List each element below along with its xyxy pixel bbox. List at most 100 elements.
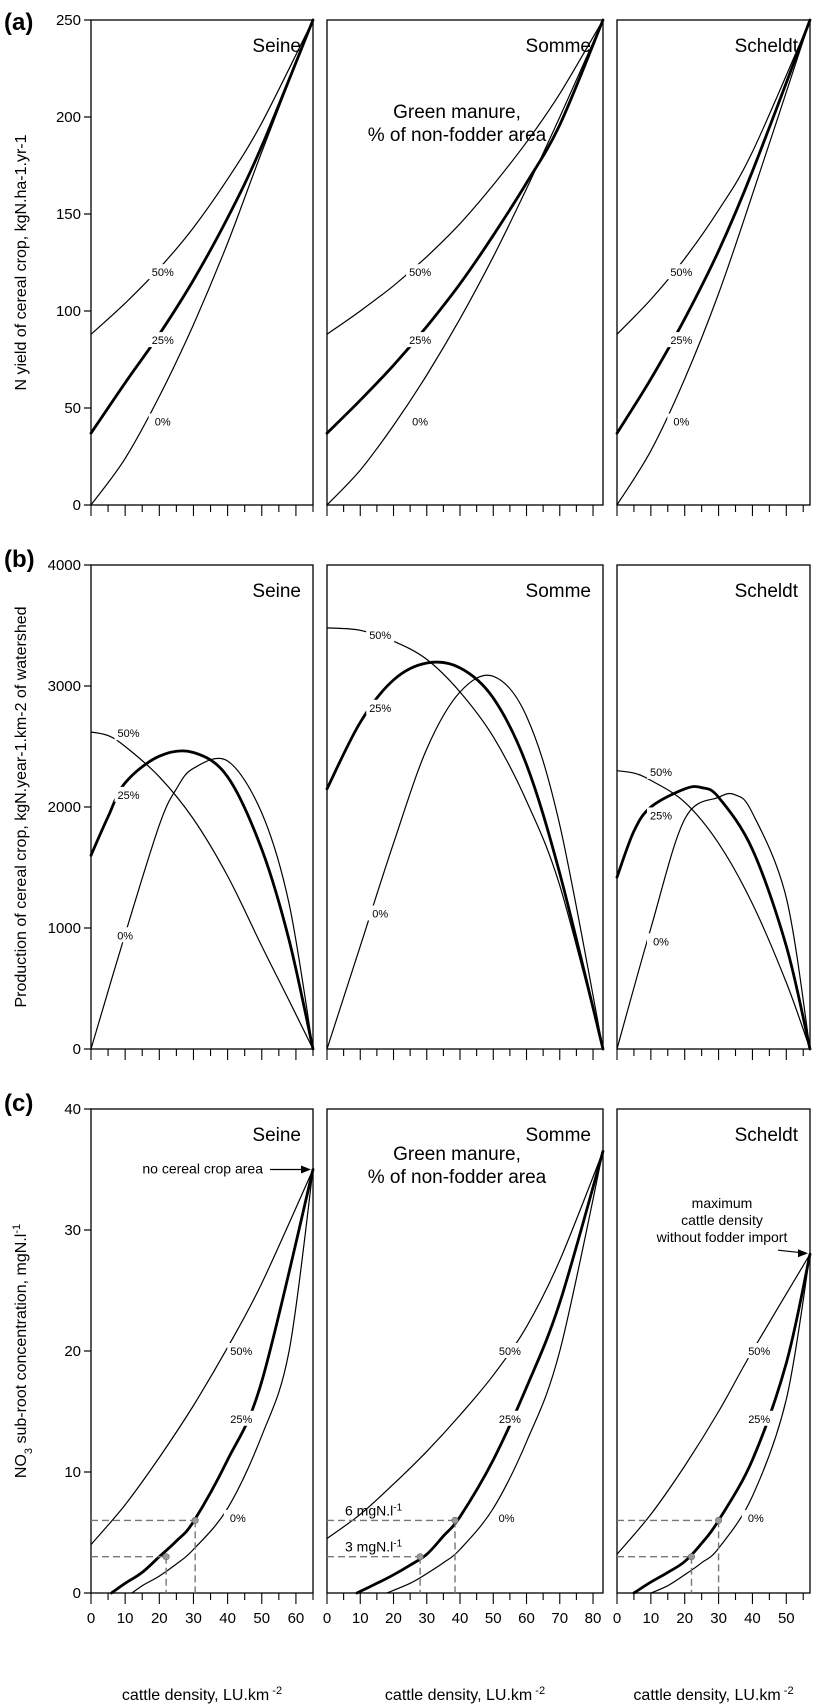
y-tick-label: 30: [64, 1222, 81, 1239]
x-tick-label: 30: [185, 1610, 202, 1627]
series-label: 50%: [152, 267, 174, 279]
series-label: 0%: [155, 417, 171, 429]
series-label: 25%: [409, 335, 431, 347]
series-0pct-line: [131, 1168, 314, 1594]
y-tick-label: 40: [64, 1101, 81, 1118]
series-label-bg: [745, 1343, 774, 1358]
series-label-bg: [227, 1343, 256, 1358]
series-label: 0%: [673, 417, 689, 429]
legend-subtitle: % of non-fodder area: [368, 1167, 547, 1188]
series-0pct-line: [650, 1253, 811, 1594]
series-0pct-line: [616, 792, 811, 1050]
basin-name: Somme: [526, 581, 591, 602]
series-0pct-line: [90, 19, 314, 506]
series-label-bg: [406, 264, 435, 280]
series-25pct-line: [110, 1168, 315, 1595]
plot-frame: [326, 19, 604, 506]
maxdens-annotation: without fodder import: [656, 1229, 788, 1245]
y-tick-label: 3000: [48, 678, 81, 695]
series-label-bg: [366, 905, 395, 921]
basin-name: Seine: [252, 1125, 301, 1146]
maxdens-annotation: cattle density: [681, 1212, 763, 1228]
series-label: 25%: [152, 335, 174, 347]
frames-layer: [84, 19, 811, 1604]
x-tick-label: 40: [219, 1610, 236, 1627]
series-label: 50%: [499, 1346, 521, 1358]
series-label-bg: [495, 1410, 524, 1426]
series-50pct-line: [616, 1253, 811, 1555]
y-tick-label: 0: [73, 1585, 81, 1602]
series-label-bg: [667, 332, 696, 348]
series-50pct-line: [616, 19, 811, 335]
series-0pct-line: [326, 674, 604, 1050]
series-0pct-line: [386, 1150, 604, 1594]
series-label: 0%: [230, 1513, 246, 1525]
series-label-bg: [111, 927, 140, 943]
series-label-bg: [495, 1343, 524, 1358]
x-tick-label: 0: [323, 1610, 331, 1627]
series-label-bg: [647, 807, 676, 823]
x-axis-title: cattle density, LU.km -2: [633, 1685, 793, 1704]
series-label: 50%: [409, 267, 431, 279]
arrow-head: [798, 1249, 808, 1258]
series-label: 0%: [748, 1513, 764, 1525]
series-label-bg: [148, 264, 177, 280]
reference-point: [451, 1516, 459, 1524]
basin-name: Seine: [252, 36, 301, 57]
y-tick-label: 20: [64, 1343, 81, 1360]
series-label-bg: [114, 786, 143, 802]
series-50pct-line: [616, 770, 811, 1050]
y-tick-label: 100: [56, 303, 81, 320]
series-50pct-line: [326, 19, 604, 335]
y-tick-label: 50: [64, 400, 81, 417]
x-tick-label: 30: [418, 1610, 435, 1627]
series-label: 0%: [372, 908, 388, 920]
x-axis-title: cattle density, LU.km -2: [122, 1685, 282, 1704]
legend-subtitle: % of non-fodder area: [368, 125, 547, 146]
series-label-bg: [227, 1410, 256, 1426]
x-tick-label: 10: [643, 1610, 660, 1627]
basin-name: Scheldt: [735, 581, 799, 602]
plot-frame: [90, 19, 314, 506]
series-label: 25%: [499, 1414, 521, 1426]
x-tick-label: 10: [352, 1610, 369, 1627]
panel-label: (b): [4, 546, 35, 573]
series-label-bg: [647, 763, 676, 779]
basin-name: Somme: [526, 1125, 591, 1146]
y-tick-label: 200: [56, 109, 81, 126]
x-tick-label: 0: [87, 1610, 95, 1627]
y-tick-label: 1000: [48, 920, 81, 937]
reference-point: [416, 1553, 424, 1561]
x-tick-label: 0: [613, 1610, 621, 1627]
x-tick-label: 20: [151, 1610, 168, 1627]
x-tick-label: 60: [288, 1610, 305, 1627]
series-0pct-line: [90, 757, 314, 1050]
x-axis-title: cattle density, LU.km -2: [385, 1685, 545, 1704]
x-tick-label: 20: [676, 1610, 693, 1627]
series-label: 0%: [653, 936, 669, 948]
x-tick-label: 50: [778, 1610, 795, 1627]
x-tick-label: 10: [117, 1610, 134, 1627]
series-label-bg: [366, 627, 395, 643]
reference-point: [191, 1516, 199, 1524]
series-label-bg: [366, 699, 395, 715]
series-label: 50%: [118, 728, 140, 740]
basin-name: Scheldt: [735, 1125, 799, 1146]
basin-name: Seine: [252, 581, 301, 602]
basin-name: Scheldt: [735, 36, 799, 57]
series-label-bg: [114, 725, 143, 741]
series-50pct-line: [90, 1168, 314, 1546]
plot-frame: [90, 1108, 314, 1594]
legend-title: Green manure,: [393, 102, 521, 123]
series-25pct-line: [89, 749, 315, 1051]
series-label: 0%: [499, 1513, 515, 1525]
series-label: 50%: [230, 1346, 252, 1358]
reference-point: [162, 1553, 170, 1561]
x-tick-label: 40: [452, 1610, 469, 1627]
series-label-bg: [745, 1410, 774, 1426]
panel-label: (c): [4, 1090, 33, 1117]
series-25pct-line: [325, 18, 605, 435]
reference-point: [715, 1516, 723, 1524]
series-50pct-line: [326, 627, 604, 1050]
